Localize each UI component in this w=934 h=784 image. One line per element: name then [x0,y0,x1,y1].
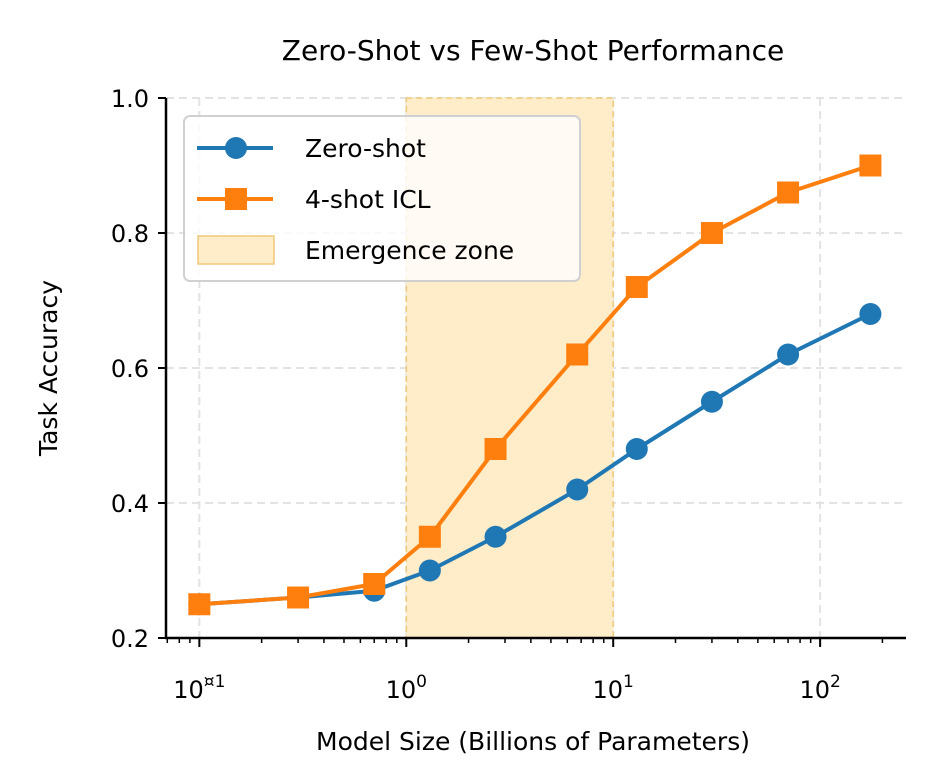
tick-base: 10 [173,676,204,704]
data-point-4-shot-icl [363,573,386,595]
legend-frame [183,115,581,282]
data-point-4-shot-icl [566,343,589,366]
series-line-4-shot-icl [199,163,872,607]
legend-label: Zero-shot [305,134,426,163]
data-point-zero-shot [484,525,507,548]
data-point-zero-shot [859,303,882,325]
data-point-4-shot-icl [287,586,310,609]
y-axis-label: Task Accuracy [34,280,63,457]
legend-entry-emergence: Emergence zone [197,235,514,265]
tick-base: 10 [593,676,624,704]
series-line-zero-shot [199,312,872,607]
data-point-4-shot-icl [188,593,211,616]
legend-square-marker [225,188,247,210]
data-point-4-shot-icl [625,276,648,298]
legend: Zero-shot 4-shot ICL Emergence zone [183,115,581,282]
y-tick-label: 0.6 [111,355,149,383]
tick-exponent: 2 [830,672,841,692]
data-point-4-shot-icl [777,181,800,204]
legend-label: 4-shot ICL [305,185,431,214]
data-point-zero-shot [566,478,589,501]
x-axis-label: Model Size (Billions of Parameters) [316,727,750,756]
legend-label: Emergence zone [305,236,514,265]
series-layer [188,154,882,616]
x-tick-label: 100 [386,672,427,704]
data-point-4-shot-icl [700,222,723,244]
y-tick-label: 1.0 [111,85,149,113]
data-point-zero-shot [625,438,648,460]
legend-circle-marker [225,137,247,159]
data-point-zero-shot [418,559,441,582]
x-tick-label: 102 [799,672,840,704]
y-tick-label: 0.8 [111,220,149,248]
tick-base: 10 [386,676,417,704]
data-point-zero-shot [777,343,800,366]
tick-exponent: 0 [416,672,427,692]
chart-title: Zero-Shot vs Few-Shot Performance [282,34,784,67]
data-point-4-shot-icl [859,154,882,177]
legend-patch [197,235,275,265]
tick-exponent: 1 [623,672,634,692]
data-point-4-shot-icl [418,525,441,548]
tick-exponent: ¤1 [204,672,226,692]
data-point-zero-shot [700,390,723,413]
x-tick-label: 101 [593,672,634,704]
legend-entry-zero-shot: Zero-shot [197,134,426,163]
y-tick-label: 0.4 [111,490,149,518]
data-point-4-shot-icl [484,438,507,460]
y-tick-label: 0.2 [111,625,149,653]
legend-entry-4-shot: 4-shot ICL [197,185,431,214]
x-tick-label: 10¤1 [173,672,225,704]
tick-base: 10 [799,676,830,704]
axes: 0.20.40.60.81.010¤1 100 101 102 [111,85,906,704]
